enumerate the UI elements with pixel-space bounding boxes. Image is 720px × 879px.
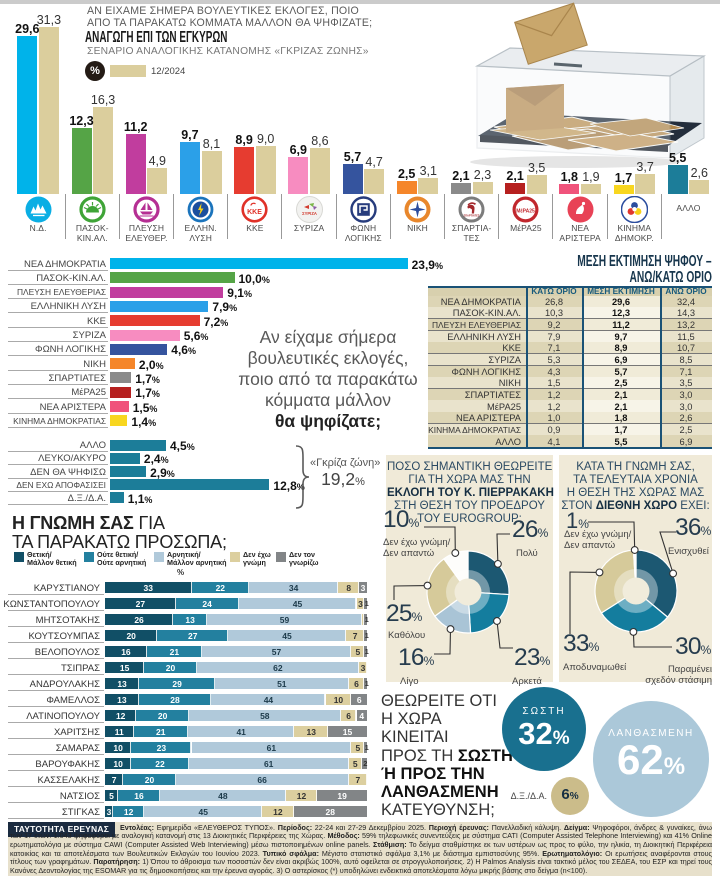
svg-text:ΣΥΡΙΖΑ: ΣΥΡΙΖΑ <box>302 211 317 216</box>
svg-text:ΣΠΑΡΤΙΑΤΕΣ: ΣΠΑΡΤΙΑΤΕΣ <box>464 214 480 218</box>
svg-text:KKE: KKE <box>248 209 263 216</box>
svg-text:ΜέΡΑ25: ΜέΡΑ25 <box>517 209 536 215</box>
